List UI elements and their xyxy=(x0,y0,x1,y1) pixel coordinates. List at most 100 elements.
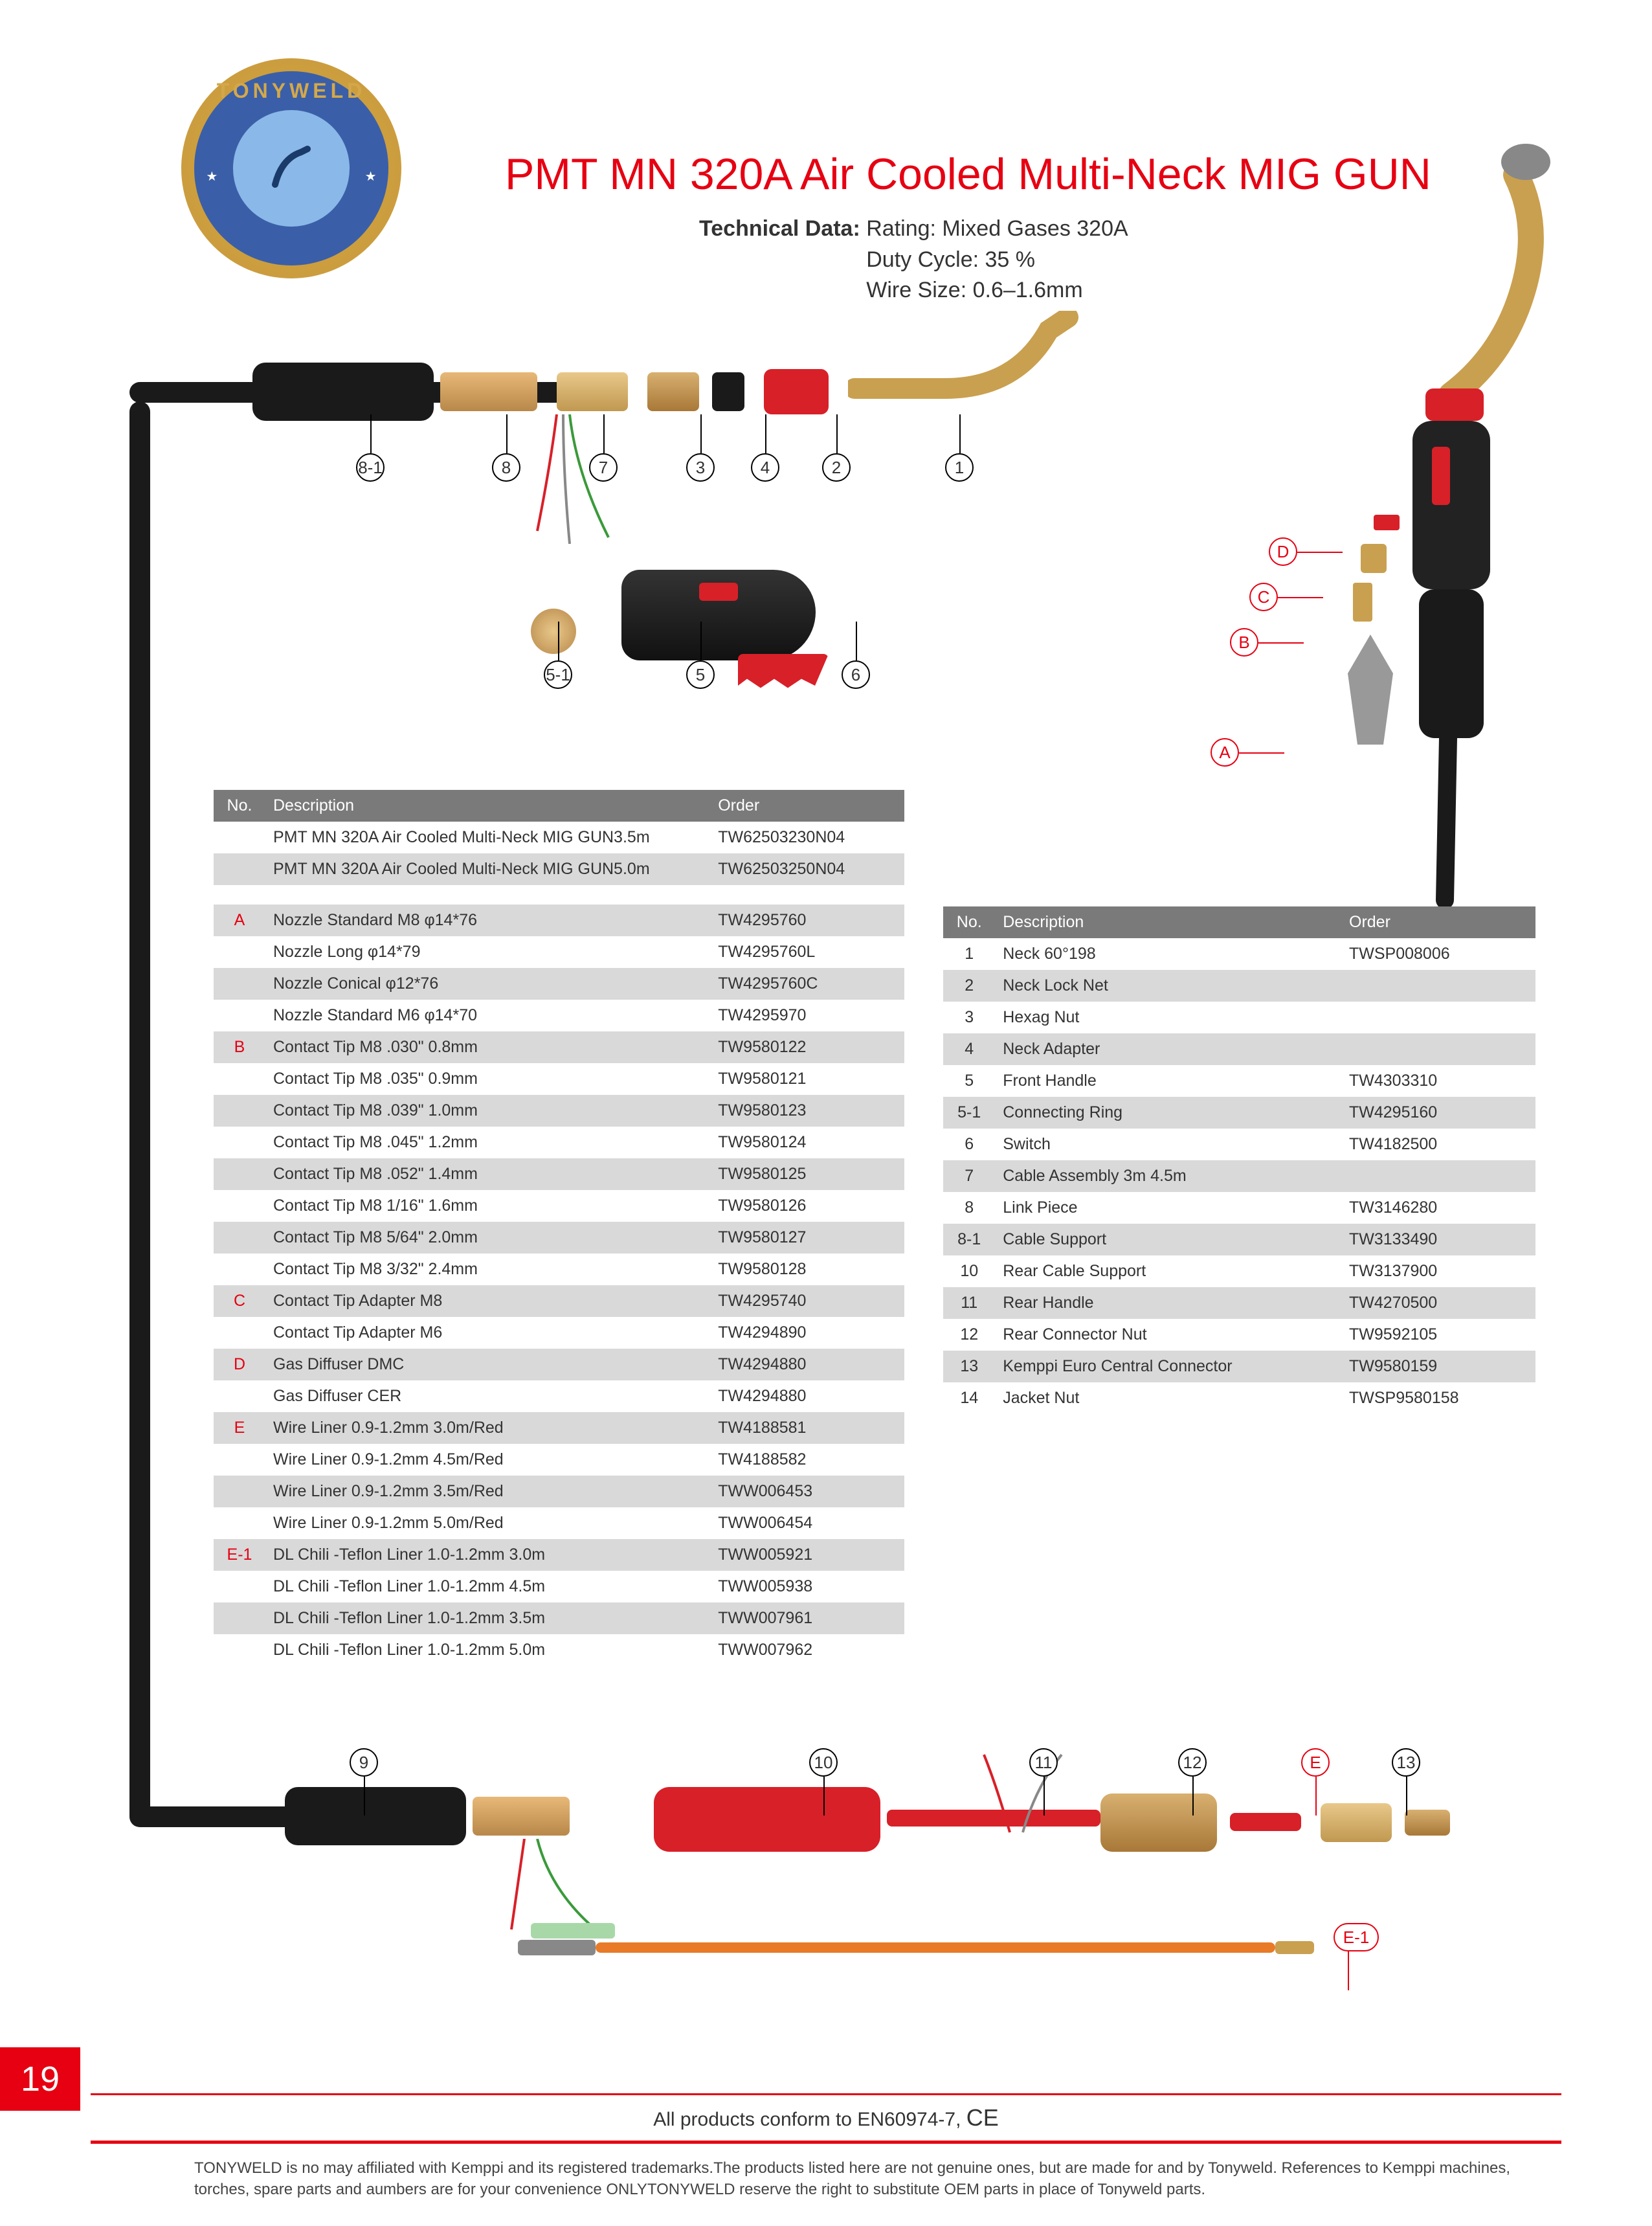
cell-desc: Contact Tip M8 1/16" 1.6mm xyxy=(265,1190,710,1222)
cell-desc: PMT MN 320A Air Cooled Multi-Neck MIG GU… xyxy=(265,822,710,853)
part-jacket-nut xyxy=(1405,1810,1450,1836)
tech-wire-size: Wire Size: 0.6–1.6mm xyxy=(866,275,1128,306)
part-liner-e xyxy=(1230,1813,1301,1831)
table-row: Contact Tip M8 1/16" 1.6mmTW9580126 xyxy=(214,1190,904,1222)
cell-letter xyxy=(214,1127,265,1158)
table-row: Contact Tip M8 .039" 1.0mmTW9580123 xyxy=(214,1095,904,1127)
cell-desc: Contact Tip M8 3/32" 2.4mm xyxy=(265,1254,710,1285)
table-row: 7Cable Assembly 3m 4.5m xyxy=(943,1160,1535,1192)
leader-line xyxy=(856,622,857,660)
cell-no: 3 xyxy=(943,1002,995,1033)
cell-order: TW4295970 xyxy=(710,1000,904,1031)
cell-desc: Jacket Nut xyxy=(995,1382,1341,1414)
callout-1: 1 xyxy=(945,453,974,482)
th-order: Order xyxy=(710,790,904,822)
cell-order: TW4294880 xyxy=(710,1349,904,1380)
cell-order xyxy=(1341,1033,1535,1065)
cell-order: TW4294880 xyxy=(710,1380,904,1412)
cell-desc: Rear Connector Nut xyxy=(995,1319,1341,1351)
part-link-piece xyxy=(440,372,537,411)
cell-order: TWW005938 xyxy=(710,1571,904,1602)
table-row: DGas Diffuser DMCTW4294880 xyxy=(214,1349,904,1380)
parts-table-right: No. Description Order 1Neck 60°198TWSP00… xyxy=(943,906,1535,1666)
part-switch-trigger xyxy=(738,654,829,699)
leader-line xyxy=(1278,597,1323,598)
cell-order: TW9580126 xyxy=(710,1190,904,1222)
cell-desc: Contact Tip M8 5/64" 2.0mm xyxy=(265,1222,710,1254)
cell-no: 10 xyxy=(943,1255,995,1287)
table-row: Contact Tip M8 .045" 1.2mmTW9580124 xyxy=(214,1127,904,1158)
leader-line xyxy=(558,622,559,660)
ce-mark: CE xyxy=(966,2104,999,2131)
part-teflon-liner xyxy=(596,1942,1275,1953)
cell-desc: Hexag Nut xyxy=(995,1002,1341,1033)
cell-desc: Contact Tip M8 .039" 1.0mm xyxy=(265,1095,710,1127)
tech-duty-cycle: Duty Cycle: 35 % xyxy=(866,245,1128,276)
tech-rating: Rating: Mixed Gases 320A xyxy=(866,214,1128,245)
cell-no: 4 xyxy=(943,1033,995,1065)
cell-order: TW4270500 xyxy=(1341,1287,1535,1319)
cell-order: TW62503230N04 xyxy=(710,822,904,853)
parts-table-left: No. Description Order PMT MN 320A Air Co… xyxy=(214,790,904,1666)
cell-order: TWW007961 xyxy=(710,1602,904,1634)
cell-desc: Nozzle Conical φ12*76 xyxy=(265,968,710,1000)
cell-letter xyxy=(214,1063,265,1095)
part-rear-grip xyxy=(285,1787,466,1845)
cell-desc: Front Handle xyxy=(995,1065,1341,1097)
cell-letter: D xyxy=(214,1349,265,1380)
brand-logo: TONYWELD ★ ★ xyxy=(181,58,401,278)
cell-desc: Wire Liner 0.9-1.2mm 3.5m/Red xyxy=(265,1476,710,1507)
table-row: Nozzle Conical φ12*76TW4295760C xyxy=(214,968,904,1000)
cell-order: TW3146280 xyxy=(1341,1192,1535,1224)
cell-desc: Wire Liner 0.9-1.2mm 3.0m/Red xyxy=(265,1412,710,1444)
cell-desc: Contact Tip M8 .035" 0.9mm xyxy=(265,1063,710,1095)
table-row: 10Rear Cable SupportTW3137900 xyxy=(943,1255,1535,1287)
leader-line xyxy=(1258,642,1304,644)
table-header-row: No. Description Order xyxy=(943,906,1535,938)
table-row: Wire Liner 0.9-1.2mm 3.5m/RedTWW006453 xyxy=(214,1476,904,1507)
conform-text: All products conform to EN60974-7, xyxy=(653,2109,961,2130)
th-no: No. xyxy=(214,790,265,822)
part-handle-grip xyxy=(252,363,434,421)
table-row: DL Chili -Teflon Liner 1.0-1.2mm 4.5mTWW… xyxy=(214,1571,904,1602)
callout-D: D xyxy=(1269,537,1297,566)
torch-icon xyxy=(262,139,320,197)
cell-letter: B xyxy=(214,1031,265,1063)
cell-order: TW4188581 xyxy=(710,1412,904,1444)
cell-order xyxy=(1341,1160,1535,1192)
cell-order: TW4295760 xyxy=(710,905,904,936)
cell-desc: Contact Tip M8 .045" 1.2mm xyxy=(265,1127,710,1158)
leader-line xyxy=(506,414,508,453)
table-row: 5-1Connecting RingTW4295160 xyxy=(943,1097,1535,1129)
callout-5-1: 5-1 xyxy=(544,660,572,689)
cell-letter xyxy=(214,1571,265,1602)
leader-line xyxy=(1406,1777,1407,1816)
cell-order: TWSP008006 xyxy=(1341,938,1535,970)
cell-order: TWW005921 xyxy=(710,1539,904,1571)
cell-letter xyxy=(214,1158,265,1190)
callout-7: 7 xyxy=(589,453,618,482)
leader-line xyxy=(836,414,838,453)
part-liner-end xyxy=(518,1940,596,1955)
cell-letter xyxy=(214,1095,265,1127)
cell-desc: Cable Support xyxy=(995,1224,1341,1255)
part-cable-assy xyxy=(557,372,628,411)
table-header-row: No. Description Order xyxy=(214,790,904,822)
table-row: 11Rear HandleTW4270500 xyxy=(943,1287,1535,1319)
callout-B: B xyxy=(1230,628,1258,657)
cell-desc: DL Chili -Teflon Liner 1.0-1.2mm 3.0m xyxy=(265,1539,710,1571)
cell-order: TW9580125 xyxy=(710,1158,904,1190)
leader-line xyxy=(1297,552,1343,553)
part-euro-connector xyxy=(1321,1803,1392,1842)
catalog-page: TONYWELD ★ ★ PMT MN 320A Air Cooled Mult… xyxy=(0,0,1652,2226)
cell-letter: A xyxy=(214,905,265,936)
cell-desc: Neck Adapter xyxy=(995,1033,1341,1065)
table-row: PMT MN 320A Air Cooled Multi-Neck MIG GU… xyxy=(214,853,904,885)
table-row: 14Jacket NutTWSP9580158 xyxy=(943,1382,1535,1414)
table-row: 6SwitchTW4182500 xyxy=(943,1129,1535,1160)
cell-desc: Contact Tip M8 .030" 0.8mm xyxy=(265,1031,710,1063)
tech-label: Technical Data: xyxy=(699,216,860,241)
cell-order: TW4295760C xyxy=(710,968,904,1000)
th-desc: Description xyxy=(995,906,1341,938)
cell-letter xyxy=(214,936,265,968)
